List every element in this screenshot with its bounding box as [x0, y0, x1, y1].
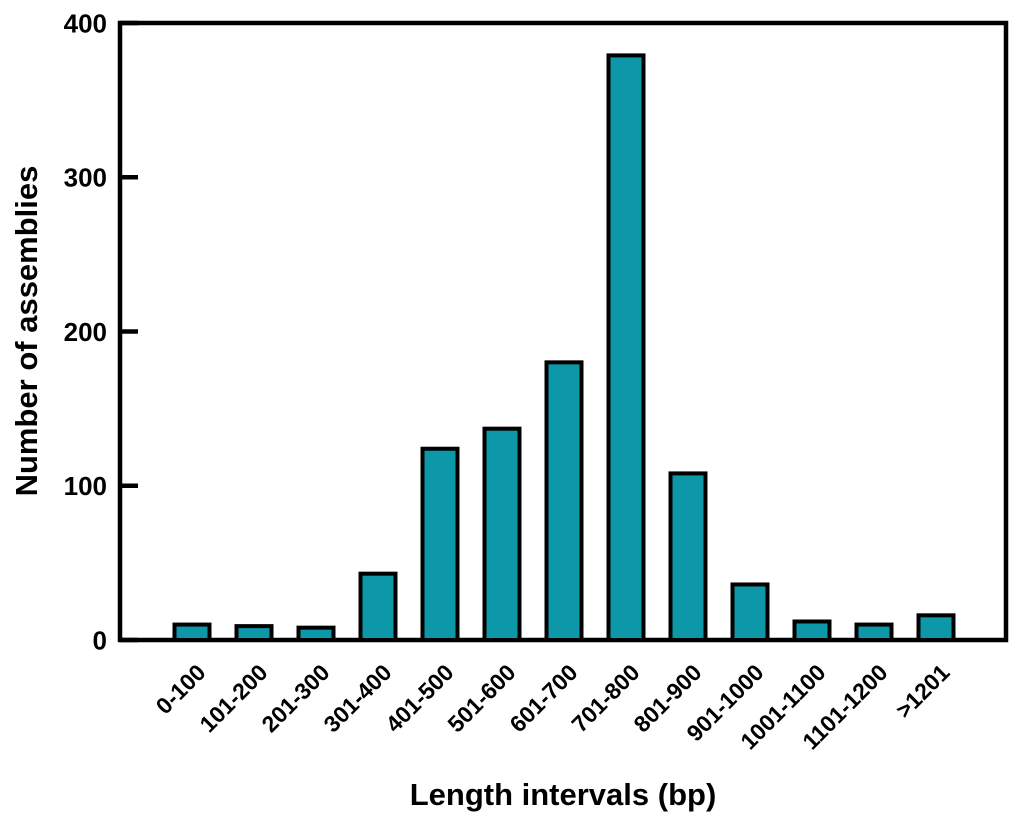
x-tick-label: 501-600: [442, 659, 520, 737]
bar->1201: [916, 613, 956, 643]
y-axis-title: Number of assemblies: [9, 165, 44, 497]
bar-201-300: [296, 625, 336, 642]
y-tick-label: 300: [64, 163, 107, 193]
bar-501-600: [482, 426, 522, 642]
bar-101-200: [234, 624, 274, 642]
bar-601-700: [544, 360, 584, 642]
bar-801-900: [668, 471, 708, 642]
bar-1101-1200: [854, 622, 894, 643]
x-tick-label: 101-200: [194, 659, 272, 737]
x-tick-label: 0-100: [151, 659, 211, 719]
y-tick-label: 0: [93, 625, 107, 655]
x-tick-label: >1201: [890, 659, 954, 723]
y-tick-label: 400: [64, 8, 107, 38]
bar-301-400: [358, 571, 398, 642]
bar-0-100: [172, 622, 212, 643]
x-tick-label: 701-800: [566, 659, 644, 737]
bar-1001-1100: [792, 619, 832, 642]
y-tick-label: 100: [64, 471, 107, 501]
x-tick-label: 201-300: [256, 659, 334, 737]
x-tick-label: 401-500: [380, 659, 458, 737]
bar-901-1000: [730, 582, 770, 642]
x-axis-title: Length intervals (bp): [409, 777, 717, 812]
x-tick-label: 301-400: [318, 659, 396, 737]
x-tick-label: 601-700: [504, 659, 582, 737]
bar-701-800: [606, 53, 646, 642]
y-tick-label: 200: [64, 317, 107, 347]
bar-401-500: [420, 446, 460, 643]
